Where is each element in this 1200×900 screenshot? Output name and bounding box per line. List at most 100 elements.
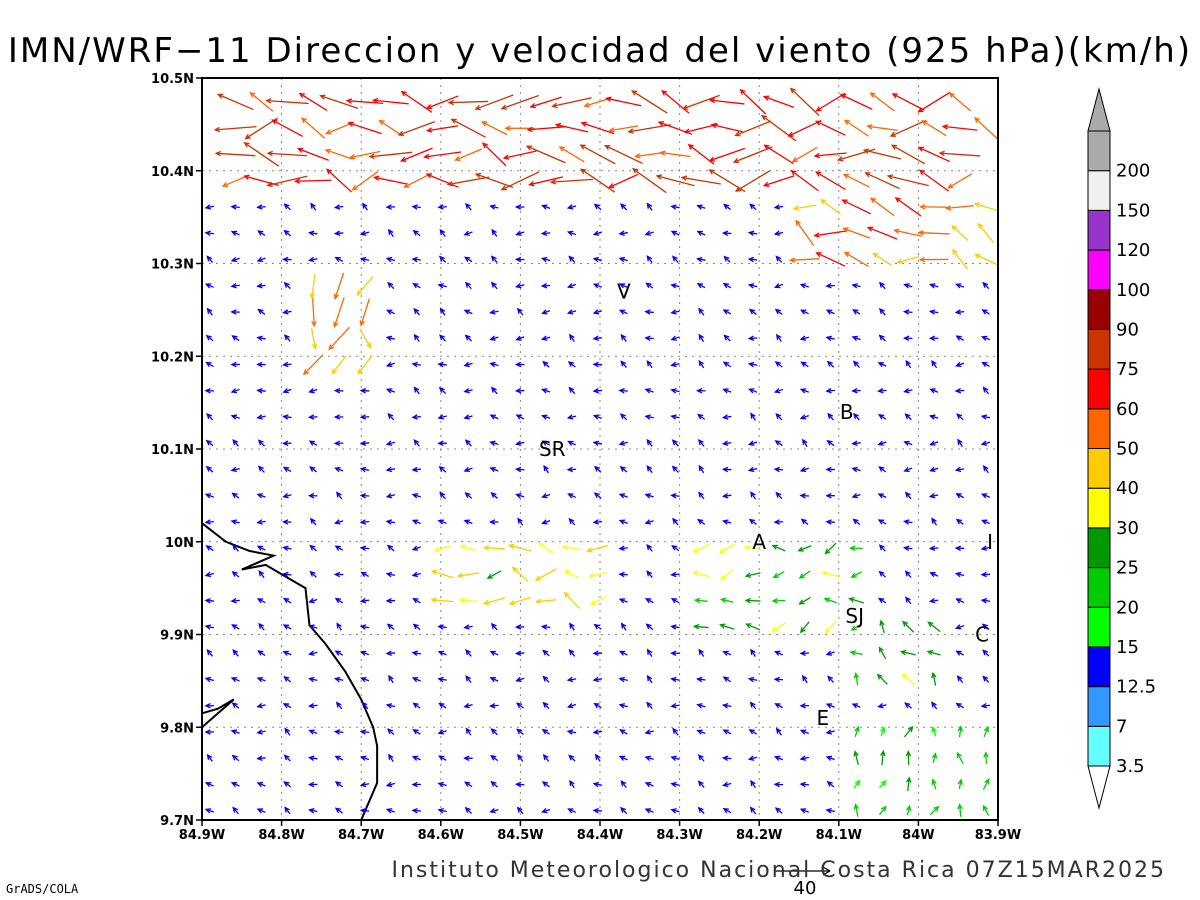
wind-vector-head (842, 173, 850, 179)
wind-vector-head (437, 414, 444, 420)
wind-vector-shaft (927, 650, 941, 656)
wind-vector-shaft (773, 599, 786, 602)
wind-vector-head (425, 173, 433, 179)
wind-vector (206, 649, 214, 657)
colorbar-bin (1087, 209, 1111, 251)
wind-vector (205, 439, 214, 447)
wind-vector (256, 702, 266, 709)
wind-vector-shaft (919, 231, 950, 235)
wind-vector (825, 282, 835, 289)
wind-vector (851, 387, 861, 394)
wind-vector (514, 781, 525, 788)
wind-vector (411, 466, 421, 473)
wind-vector (386, 728, 395, 736)
wind-vector-head (256, 598, 264, 604)
wind-vector-head (514, 466, 522, 473)
wind-vector-shaft (635, 151, 665, 158)
wind-vector-head (747, 466, 755, 473)
wind-vector-shaft (431, 570, 454, 579)
wind-vector (627, 124, 671, 134)
wind-vector (231, 624, 240, 630)
wind-vector-head (799, 627, 806, 634)
wind-vector (618, 388, 628, 394)
wind-vector (567, 440, 577, 446)
wind-vector (568, 386, 576, 395)
wind-vector (540, 282, 551, 289)
wind-vector-head (387, 228, 394, 235)
wind-vector-head (799, 729, 807, 735)
wind-vector-head (708, 97, 716, 104)
wind-vector-head (282, 440, 289, 446)
wind-vector-shaft (656, 175, 695, 187)
wind-vector (761, 114, 797, 142)
wind-vector-head (256, 519, 263, 525)
wind-vector (723, 255, 731, 263)
wind-vector-head (851, 703, 859, 709)
wind-vector (721, 230, 732, 237)
wind-vector-head (608, 127, 615, 133)
wind-vector-head (646, 202, 653, 209)
wind-vector (206, 255, 214, 263)
wind-vector-shaft (791, 170, 819, 192)
wind-vector-shaft (272, 119, 304, 138)
wind-vector (819, 198, 841, 215)
wind-vector-head (891, 93, 898, 99)
wind-vector (232, 544, 239, 552)
wind-vector-head (551, 102, 558, 109)
wind-vector (464, 781, 473, 788)
wind-vector (308, 598, 318, 604)
wind-vector-head (644, 598, 652, 604)
wind-vector-head (825, 387, 832, 394)
wind-vector (385, 204, 396, 210)
wind-vector-head (931, 671, 937, 679)
wind-vector (500, 171, 540, 191)
wind-vector (385, 466, 396, 473)
wind-vector-head (982, 281, 989, 288)
wind-vector (799, 493, 809, 499)
wind-vector-head (231, 702, 238, 708)
wind-vector-shaft (268, 152, 308, 157)
wind-vector (762, 175, 795, 187)
wind-vector (618, 676, 628, 683)
wind-vector-shaft (918, 146, 950, 163)
wind-vector-head (271, 119, 278, 125)
wind-vector (204, 676, 214, 683)
wind-vector-head (848, 597, 855, 603)
wind-vector (877, 493, 887, 499)
wind-vector (333, 204, 344, 210)
wind-vector-head (696, 703, 703, 709)
wind-vector (569, 779, 575, 789)
wind-vector (385, 703, 396, 709)
wind-vector-shaft (509, 544, 532, 552)
y-tick-label: 10.3N (151, 258, 194, 273)
wind-vector-head (646, 465, 653, 472)
wind-vector (931, 517, 938, 526)
wind-vector-shaft (881, 751, 884, 766)
wind-vector-shaft (245, 117, 279, 140)
wind-vector (213, 125, 257, 133)
wind-vector-shaft (798, 545, 812, 552)
wind-vector (256, 414, 266, 420)
wind-vector-head (588, 572, 595, 579)
colorbar-bin (1087, 527, 1111, 569)
wind-vector-head (644, 414, 651, 420)
wind-vector (411, 677, 421, 683)
wind-vector (489, 519, 499, 525)
wind-vector (747, 256, 758, 263)
wind-vector-head (747, 676, 755, 683)
wind-vector-head (721, 230, 729, 237)
wind-vector-head (670, 702, 677, 709)
wind-vector (592, 519, 603, 525)
wind-vector (334, 466, 344, 473)
wind-vector-head (515, 283, 522, 289)
wind-vector-head (825, 808, 832, 814)
wind-vector-head (307, 702, 315, 709)
wind-vector (878, 281, 886, 290)
wind-vector (540, 230, 551, 236)
wind-vector-head (618, 650, 626, 656)
wind-vector (525, 145, 566, 164)
wind-vector (762, 95, 795, 108)
wind-vector-head (526, 126, 533, 133)
wind-vector-head (734, 186, 742, 192)
wind-vector-head (437, 519, 445, 525)
